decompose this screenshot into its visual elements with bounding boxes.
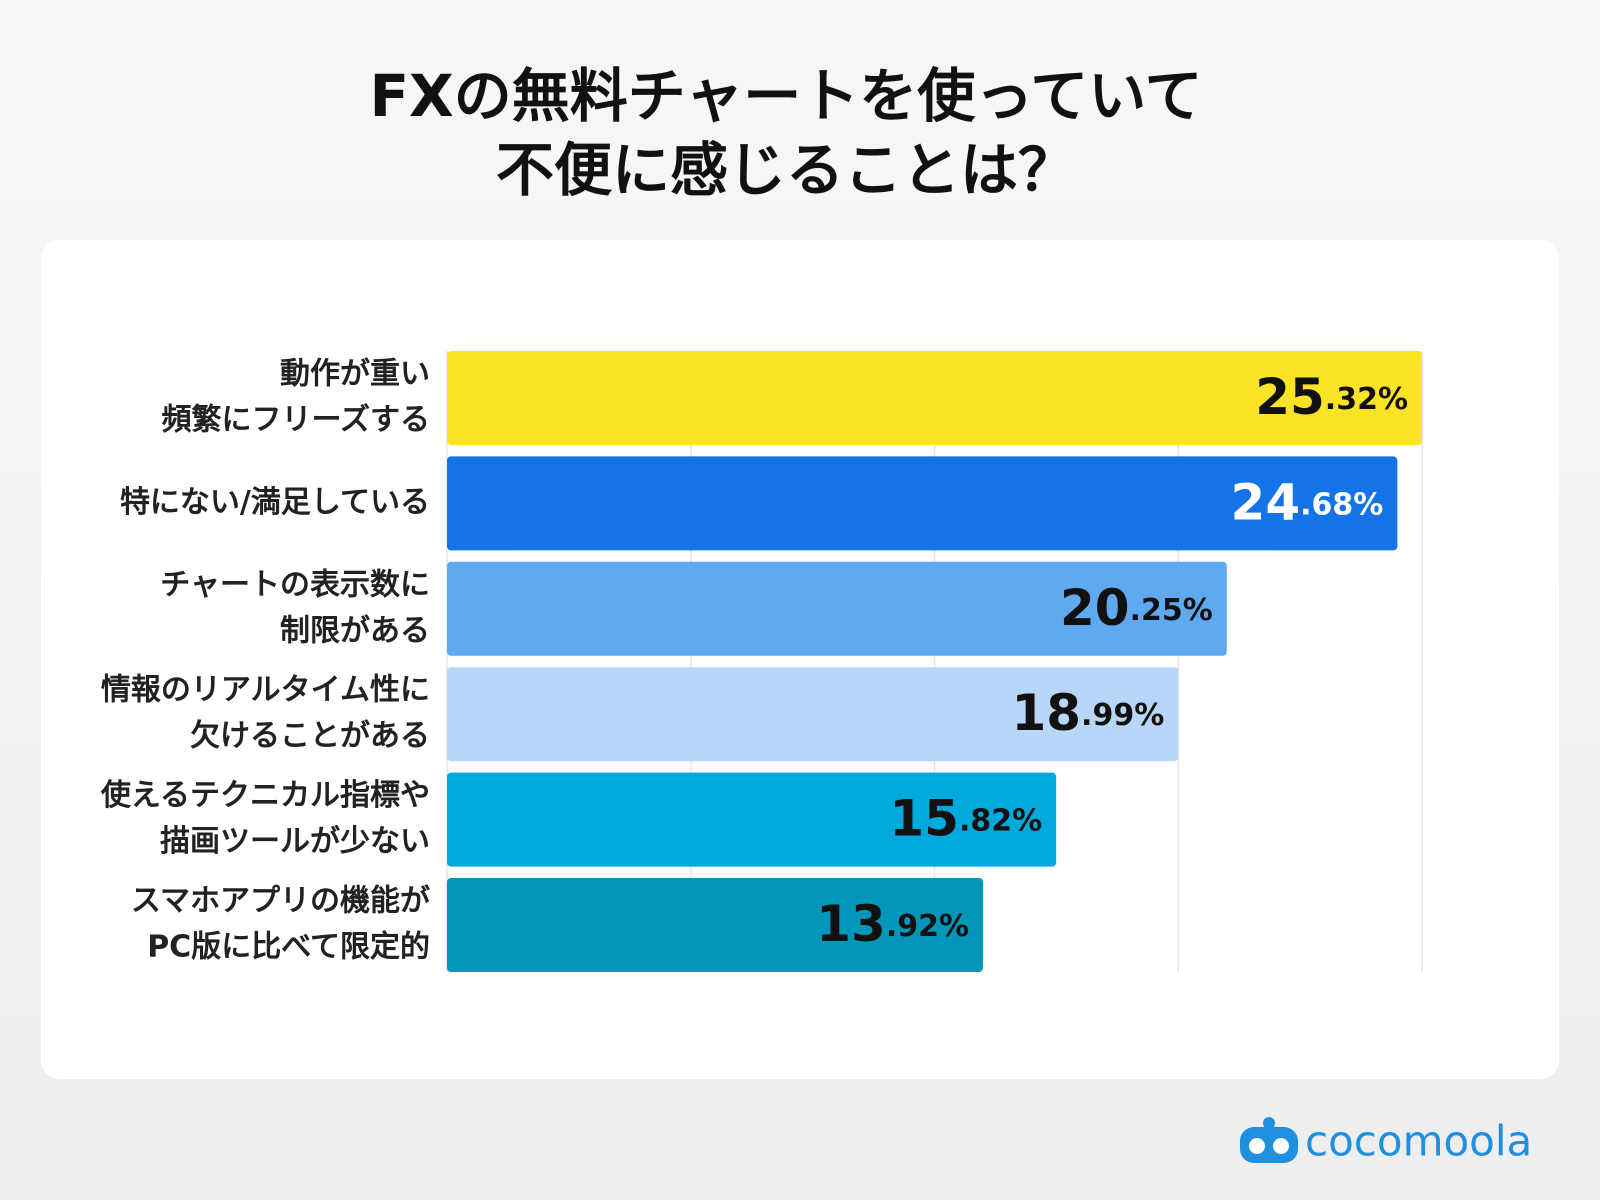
logo-eye [1249,1138,1265,1154]
bar [447,456,1398,551]
value-label: 15.82% [889,789,1042,847]
bar [447,561,1227,656]
brand-name: cocomoola [1305,1117,1532,1166]
logo-eye [1273,1138,1289,1154]
y-tick-label: 欠けることがある [190,719,430,754]
y-tick-label: スマホアプリの機能が [131,884,430,919]
value-label: 24.68% [1231,473,1384,531]
logo-top [1263,1117,1275,1129]
bar [447,772,1057,867]
value-label: 25.32% [1255,368,1408,426]
y-tick-label: 描画ツールが少ない [160,824,430,859]
value-label: 20.25% [1060,578,1213,636]
value-label: 18.99% [1011,684,1164,742]
logo-icon [1240,1127,1298,1163]
brand-logo: cocomoola [1240,1117,1532,1166]
value-label: 13.92% [816,895,969,953]
y-tick-label: 使えるテクニカル指標や [100,778,430,813]
card [41,240,1559,1079]
chart-title: FXの無料チャートを使っていて [369,62,1202,130]
y-tick-label: 動作が重い [280,357,430,392]
bar [447,351,1422,445]
y-tick-label: 制限がある [280,613,430,648]
bar [447,667,1179,762]
bar [447,878,984,972]
chart-title: 不便に感じることは？ [496,136,1076,204]
y-tick-label: 頻繁にフリーズする [162,403,431,438]
y-tick-label: 情報のリアルタイム性に [101,673,430,708]
y-tick-label: 特にない/満足している [120,485,430,520]
y-tick-label: チャートの表示数に [160,567,430,602]
y-tick-label: PC版に比べて限定的 [147,930,430,965]
